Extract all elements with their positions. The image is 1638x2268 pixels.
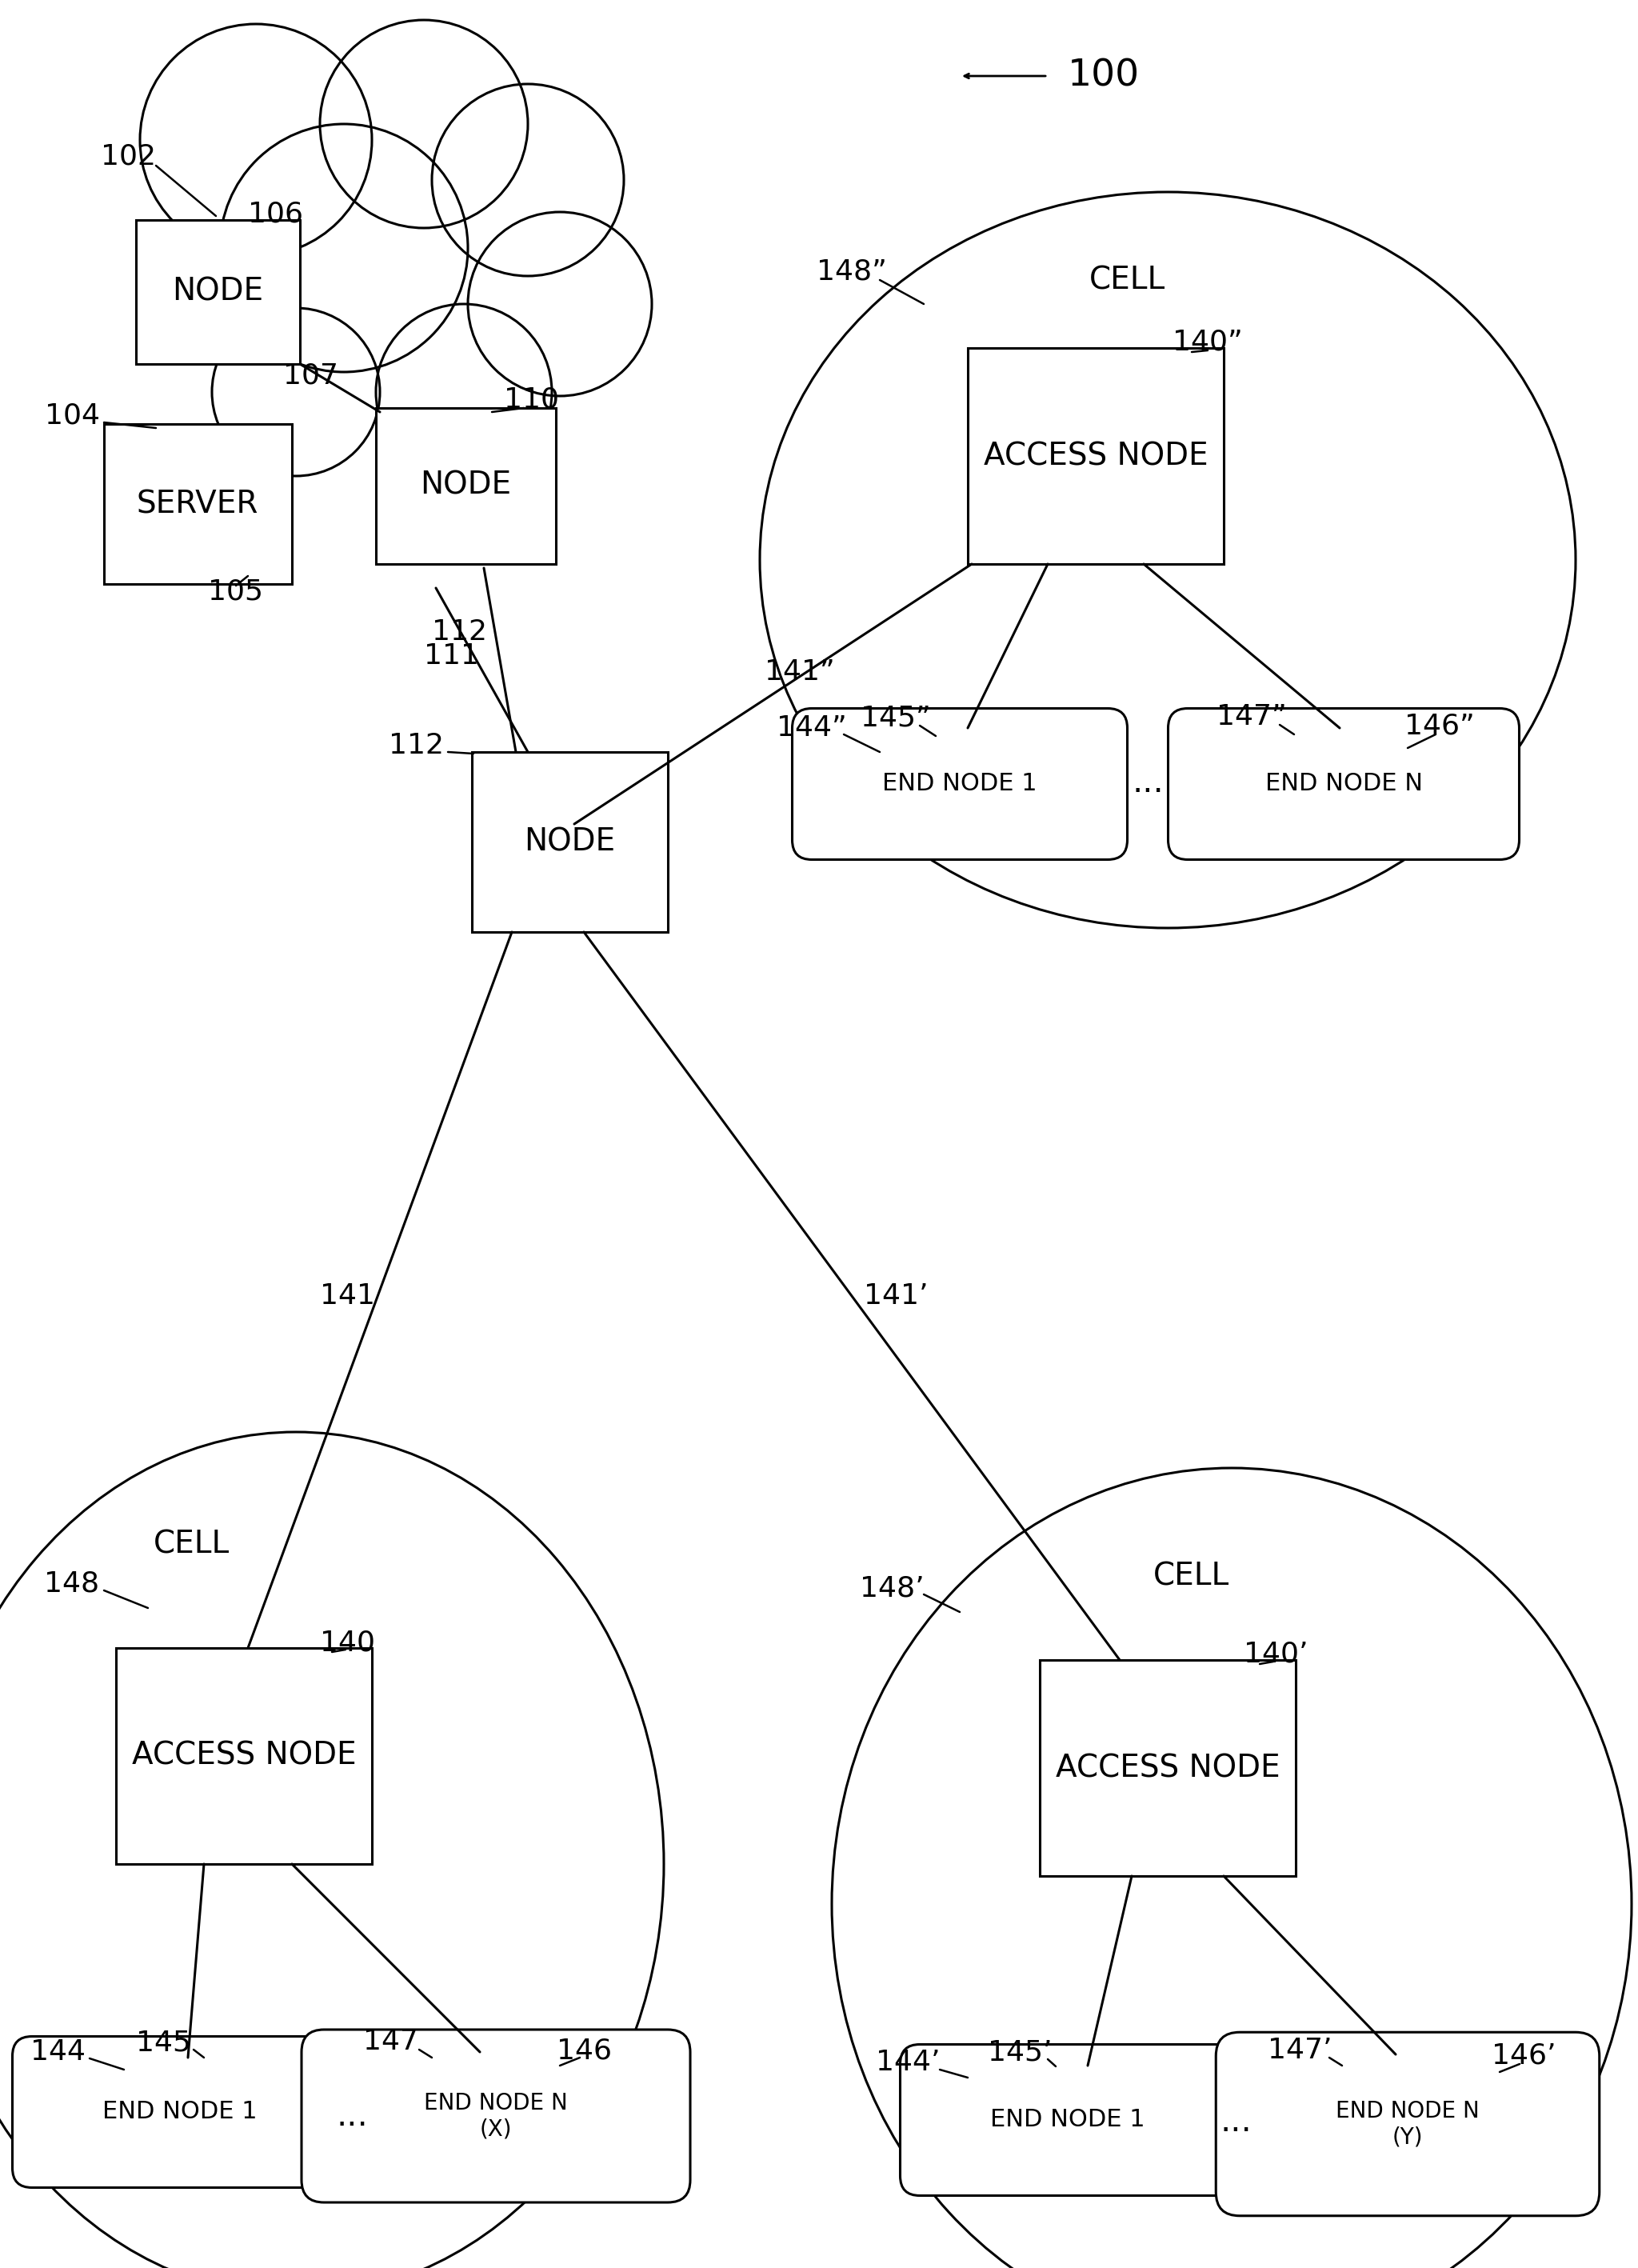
Circle shape xyxy=(468,211,652,397)
FancyBboxPatch shape xyxy=(1168,708,1518,860)
Text: NODE: NODE xyxy=(172,277,264,306)
Bar xyxy=(103,424,292,583)
Circle shape xyxy=(375,304,552,481)
Bar xyxy=(136,220,300,363)
FancyBboxPatch shape xyxy=(1215,2032,1599,2216)
Ellipse shape xyxy=(832,1467,1631,2268)
Text: ...: ... xyxy=(336,2100,369,2132)
Text: 141’: 141’ xyxy=(863,1281,929,1309)
Text: END NODE N: END NODE N xyxy=(1265,773,1422,796)
Text: 147: 147 xyxy=(362,2028,418,2055)
Text: ACCESS NODE: ACCESS NODE xyxy=(983,440,1207,472)
Text: 145: 145 xyxy=(136,2030,192,2057)
Bar xyxy=(472,753,668,932)
Text: 112: 112 xyxy=(432,619,488,646)
Text: 104: 104 xyxy=(44,401,100,429)
Circle shape xyxy=(319,20,527,229)
Bar xyxy=(375,408,555,565)
Text: 100: 100 xyxy=(1068,59,1140,93)
Text: 145’: 145’ xyxy=(988,2039,1052,2066)
Text: END NODE 1: END NODE 1 xyxy=(883,773,1037,796)
Text: 144”: 144” xyxy=(776,714,847,742)
Text: 148: 148 xyxy=(44,1569,100,1597)
Circle shape xyxy=(139,25,372,256)
Text: 111: 111 xyxy=(424,642,480,669)
Text: 144’: 144’ xyxy=(876,2048,940,2075)
Text: 147”: 147” xyxy=(1217,703,1287,730)
Text: 148”: 148” xyxy=(817,259,886,286)
Circle shape xyxy=(219,125,468,372)
Text: CELL: CELL xyxy=(1153,1560,1230,1592)
Text: 112: 112 xyxy=(388,733,444,760)
Text: CELL: CELL xyxy=(154,1529,229,1558)
Text: 140”: 140” xyxy=(1173,329,1243,356)
FancyBboxPatch shape xyxy=(13,2037,347,2189)
Text: CELL: CELL xyxy=(1089,265,1166,295)
Circle shape xyxy=(211,308,380,476)
Text: 147’: 147’ xyxy=(1268,2037,1332,2064)
Bar xyxy=(1040,1660,1296,1876)
Text: ...: ... xyxy=(1132,767,1163,798)
Text: ACCESS NODE: ACCESS NODE xyxy=(1055,1753,1279,1783)
Text: ACCESS NODE: ACCESS NODE xyxy=(131,1742,355,1771)
Text: END NODE 1: END NODE 1 xyxy=(991,2109,1145,2132)
Text: 144: 144 xyxy=(29,2039,85,2066)
Text: NODE: NODE xyxy=(524,826,616,857)
Text: NODE: NODE xyxy=(419,469,511,501)
Text: 107: 107 xyxy=(283,363,337,390)
Text: 110: 110 xyxy=(505,386,560,413)
Bar xyxy=(968,347,1224,565)
Ellipse shape xyxy=(760,193,1576,928)
Text: 102: 102 xyxy=(100,143,156,170)
Text: 106: 106 xyxy=(249,202,303,229)
Text: 146’: 146’ xyxy=(1492,2043,1556,2071)
Text: 105: 105 xyxy=(208,578,264,606)
FancyBboxPatch shape xyxy=(793,708,1127,860)
Text: END NODE 1: END NODE 1 xyxy=(103,2100,257,2123)
Text: 140’: 140’ xyxy=(1243,1640,1307,1667)
Text: END NODE N
(Y): END NODE N (Y) xyxy=(1335,2100,1479,2148)
FancyBboxPatch shape xyxy=(901,2043,1235,2195)
Text: SERVER: SERVER xyxy=(136,490,259,519)
Text: 141”: 141” xyxy=(765,658,835,685)
Text: 146”: 146” xyxy=(1404,712,1474,739)
Text: 145”: 145” xyxy=(860,705,930,733)
FancyBboxPatch shape xyxy=(301,2030,690,2202)
Bar xyxy=(116,1649,372,1864)
Text: 140: 140 xyxy=(321,1628,375,1656)
Text: 148’: 148’ xyxy=(860,1574,924,1601)
Circle shape xyxy=(432,84,624,277)
Text: 146: 146 xyxy=(557,2037,611,2064)
Text: END NODE N
(X): END NODE N (X) xyxy=(424,2091,568,2141)
Text: 141: 141 xyxy=(321,1281,375,1309)
Ellipse shape xyxy=(0,1431,663,2268)
Text: ...: ... xyxy=(1220,2105,1251,2139)
